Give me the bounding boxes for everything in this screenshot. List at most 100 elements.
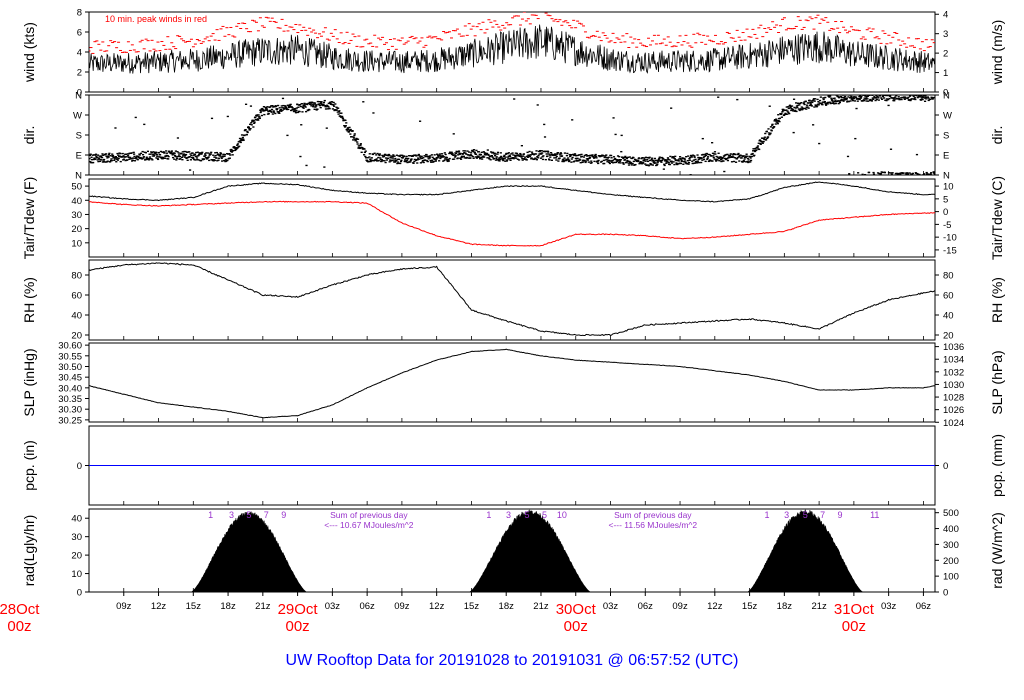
- y-axis-label-right: pcp. (mm): [989, 434, 1005, 497]
- panel-pressure: SLP (inHg) SLP (hPa)30.2530.3030.3530.403…: [21, 341, 1005, 429]
- y-tick-label-left: 20: [71, 551, 82, 562]
- series-direction: [89, 95, 935, 175]
- x-day-label: 28Oct: [0, 601, 40, 618]
- y-axis-label-right: wind (m/s): [989, 20, 1005, 86]
- solar-hour-label: 5: [525, 510, 530, 520]
- x-day-label: 29Oct: [278, 601, 319, 618]
- x-tick-label: 03z: [881, 601, 897, 612]
- solar-hour-label: 5: [542, 510, 547, 520]
- daily-sum-caption: Sum of previous day: [330, 510, 408, 520]
- y-axis-label-left: dir.: [21, 126, 37, 145]
- x-day-hour-label: 00z: [564, 618, 588, 635]
- y-tick-label-left: 30.45: [58, 373, 82, 384]
- y-tick-label-left: 30.25: [58, 415, 82, 426]
- y-tick-label-right: 0: [943, 461, 948, 472]
- x-tick-label: 12z: [429, 601, 445, 612]
- y-tick-label-left: N: [75, 171, 82, 182]
- x-tick-label: 15z: [186, 601, 202, 612]
- x-tick-label: 15z: [464, 601, 480, 612]
- y-tick-label-left: 80: [71, 271, 82, 282]
- panel-frame: [88, 259, 936, 341]
- y-tick-label-left: S: [76, 131, 82, 142]
- plot-area: [89, 262, 935, 337]
- y-tick-label-right: 1026: [943, 405, 964, 416]
- y-tick-label-right: 2: [943, 49, 948, 60]
- y-tick-label-right: 1030: [943, 380, 964, 391]
- y-tick-label-right: 1024: [943, 418, 964, 429]
- solar-hour-label: 9: [281, 510, 286, 520]
- x-day-label: 30Oct: [556, 601, 597, 618]
- x-day-hour-label: 00z: [286, 618, 310, 635]
- y-tick-label-right: 10: [943, 182, 954, 193]
- series-peak-winds: [89, 12, 935, 54]
- plot-area: [89, 12, 935, 74]
- y-tick-label-left: 40: [71, 311, 82, 322]
- solar-hour-label: 1: [764, 510, 769, 520]
- y-tick-label-right: 80: [943, 271, 954, 282]
- x-tick-label: 18z: [220, 601, 236, 612]
- solar-hour-label: 3: [784, 510, 789, 520]
- y-tick-label-right: 1036: [943, 342, 964, 353]
- y-tick-label-left: N: [75, 91, 82, 102]
- radiation-day-2: [469, 509, 591, 592]
- y-tick-label-left: 0: [77, 588, 82, 599]
- y-tick-label-right: 5: [943, 194, 948, 205]
- y-tick-label-left: 8: [77, 8, 82, 19]
- y-axis-label-left: pcp. (in): [21, 440, 37, 491]
- y-tick-label-right: N: [943, 171, 950, 182]
- daily-sum-value: <--- 11.56 MJoules/m^2: [608, 520, 697, 530]
- solar-hour-label: 1: [208, 510, 213, 520]
- y-tick-label-left: 30.55: [58, 351, 82, 362]
- y-tick-label-left: 20: [71, 331, 82, 342]
- solar-hour-label: 10: [557, 510, 567, 520]
- series-pressure-0: [89, 348, 935, 419]
- series-temperature-0: [89, 181, 935, 203]
- x-tick-label: 18z: [777, 601, 793, 612]
- y-tick-label-left: 50: [71, 182, 82, 193]
- y-axis-label-right: SLP (hPa): [989, 350, 1005, 414]
- x-day-hour-label: 00z: [7, 618, 31, 635]
- x-axis: 09z 12z 15z 18z 21z 03z 06z 09z 12z 15z 18z 21z 03z 0…: [0, 88, 931, 635]
- y-tick-label-right: 500: [943, 508, 959, 519]
- y-tick-label-left: 6: [77, 28, 82, 39]
- y-axis-label-left: rad(Lgly/hr): [21, 515, 37, 587]
- y-tick-label-left: 2: [77, 68, 82, 79]
- panel-frame: [88, 342, 936, 423]
- radiation-day-3: [747, 509, 864, 592]
- solar-hour-label: 5: [246, 510, 251, 520]
- x-tick-label: 06z: [638, 601, 654, 612]
- y-tick-label-left: 30.30: [58, 405, 82, 416]
- x-tick-label: 09z: [672, 601, 688, 612]
- solar-hour-label: 11: [870, 510, 879, 520]
- y-tick-label-left: 40: [71, 514, 82, 525]
- y-tick-label-right: 20: [943, 331, 954, 342]
- y-tick-label-right: N: [943, 91, 950, 102]
- y-tick-label-right: 40: [943, 311, 954, 322]
- plot-area: [190, 509, 864, 592]
- x-day-label: 31Oct: [834, 601, 875, 618]
- y-tick-label-right: 3: [943, 29, 948, 40]
- solar-hour-label: 1: [486, 510, 491, 520]
- x-tick-label: 15z: [742, 601, 758, 612]
- y-tick-label-right: W: [943, 111, 952, 122]
- x-tick-label: 18z: [499, 601, 515, 612]
- y-tick-label-left: E: [76, 151, 82, 162]
- solar-hour-label: 5: [803, 510, 808, 520]
- solar-hour-label: 3: [229, 510, 234, 520]
- solar-hour-label: 7: [820, 510, 825, 520]
- y-axis-label-right: RH (%): [989, 277, 1005, 323]
- y-tick-label-right: 200: [943, 556, 959, 567]
- panel-precipitation: pcp. (in) pcp. (mm) 0 0: [21, 425, 1005, 506]
- panel-radiation: rad(Lgly/hr) rad (W/m^2)01020304001002003…: [21, 508, 1005, 598]
- y-tick-label-right: E: [943, 151, 949, 162]
- x-tick-label: 09z: [116, 601, 132, 612]
- y-tick-label-right: 1032: [943, 367, 964, 378]
- y-axis-label-right: dir.: [989, 126, 1005, 145]
- y-tick-label-left: 30: [71, 210, 82, 221]
- series-temperature-1: [89, 200, 935, 247]
- y-tick-label-right: -15: [943, 245, 957, 256]
- x-tick-label: 21z: [533, 601, 549, 612]
- y-axis-label-left: RH (%): [21, 277, 37, 323]
